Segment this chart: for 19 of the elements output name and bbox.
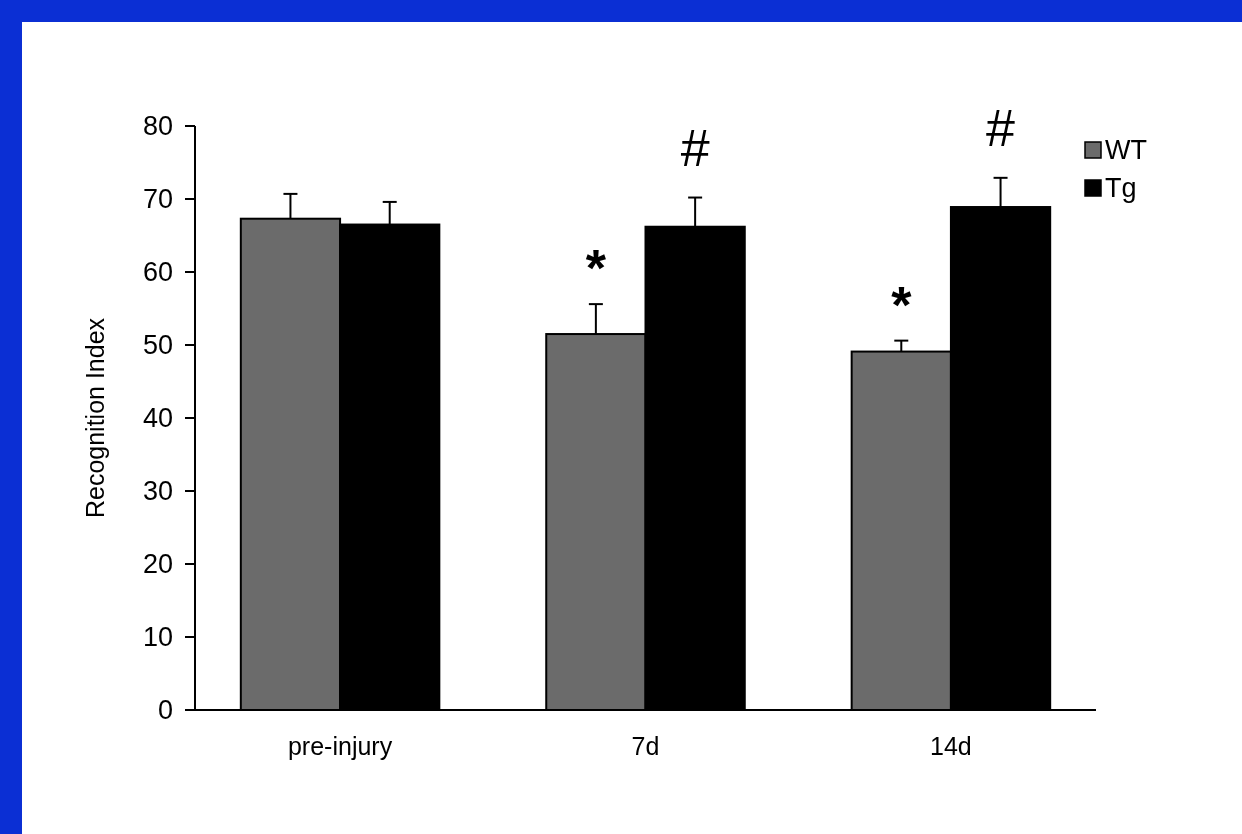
y-tick-label: 40 <box>142 403 173 434</box>
y-tick-label: 70 <box>142 184 173 215</box>
y-tick-label: 60 <box>142 257 173 288</box>
x-tick-label: 7d <box>631 732 660 760</box>
y-tick-label: 30 <box>142 476 173 507</box>
legend-label: WT <box>1105 135 1147 166</box>
annotation: # <box>986 98 1016 157</box>
y-axis-title: Recognition Index <box>81 317 109 519</box>
x-tick-label: 14d <box>930 732 972 760</box>
y-tick-label: 10 <box>142 622 173 653</box>
y-tick-label: 0 <box>157 695 173 726</box>
annotation: # <box>680 118 710 177</box>
legend-label: Tg <box>1105 173 1137 204</box>
y-tick-label: 20 <box>142 549 173 580</box>
annotation: * <box>891 275 913 334</box>
y-tick-label: 50 <box>142 330 173 361</box>
y-tick-label: 80 <box>142 111 173 142</box>
annotation: * <box>585 239 607 298</box>
x-tick-label: pre-injury <box>287 732 393 760</box>
